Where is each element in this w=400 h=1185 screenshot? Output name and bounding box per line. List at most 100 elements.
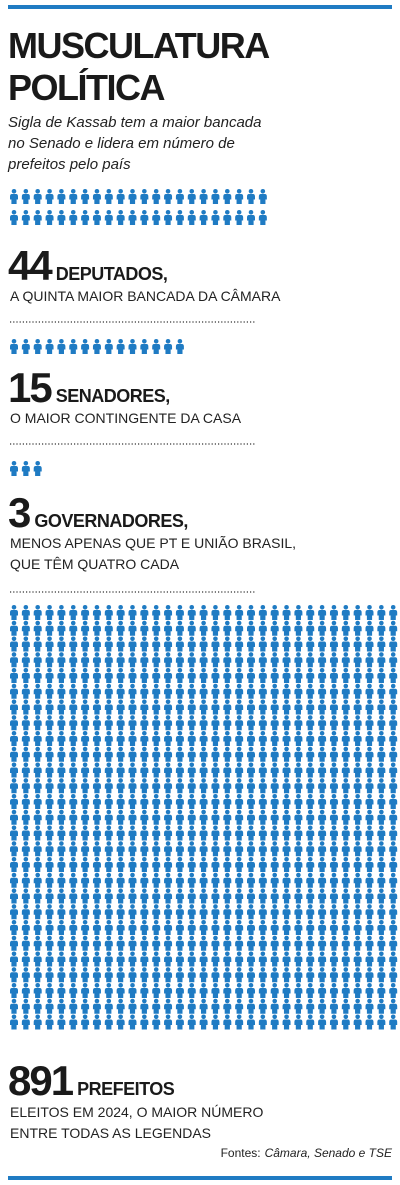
person-icon bbox=[294, 746, 303, 762]
person-icon bbox=[247, 731, 255, 746]
person-icon bbox=[318, 935, 327, 951]
person-icon bbox=[270, 715, 279, 731]
person-icon bbox=[140, 605, 149, 620]
person-icon bbox=[116, 605, 125, 620]
person-icon bbox=[377, 872, 386, 888]
person-icon bbox=[389, 872, 398, 888]
person-icon bbox=[270, 683, 279, 699]
person-icon bbox=[211, 636, 220, 652]
person-icon bbox=[175, 998, 184, 1014]
person-icon bbox=[223, 951, 232, 967]
person-icon bbox=[306, 652, 315, 668]
person-icon bbox=[199, 731, 208, 746]
person-icon bbox=[258, 762, 267, 778]
person-icon bbox=[247, 189, 255, 204]
person-icon bbox=[10, 920, 18, 935]
person-icon bbox=[365, 904, 374, 920]
description-line: ELEITOS EM 2024, O MAIOR NÚMERO bbox=[10, 1104, 263, 1120]
person-icon bbox=[45, 699, 54, 715]
person-icon bbox=[164, 731, 173, 746]
person-icon bbox=[140, 920, 149, 935]
person-icon bbox=[116, 888, 125, 904]
person-icon bbox=[81, 841, 90, 857]
person-icon bbox=[389, 1014, 398, 1030]
person-icon bbox=[140, 636, 149, 652]
person-icon bbox=[353, 904, 362, 920]
person-icon bbox=[353, 888, 362, 904]
person-icon bbox=[247, 746, 255, 762]
person-icon bbox=[389, 857, 398, 872]
person-icon bbox=[377, 1014, 386, 1030]
person-icon bbox=[235, 998, 244, 1014]
person-icon bbox=[353, 715, 362, 731]
person-icon bbox=[329, 778, 338, 794]
person-icon bbox=[377, 841, 386, 857]
person-icon bbox=[81, 605, 90, 620]
person-icon bbox=[211, 652, 220, 668]
person-icon bbox=[187, 809, 196, 825]
person-icon bbox=[223, 210, 232, 225]
person-icon bbox=[341, 762, 350, 778]
person-icon bbox=[270, 778, 279, 794]
person-icon bbox=[57, 605, 66, 620]
person-icon bbox=[164, 935, 173, 951]
person-icon bbox=[282, 951, 291, 967]
person-icon bbox=[164, 809, 173, 825]
person-icon bbox=[140, 857, 149, 872]
title-line: POLÍTICA bbox=[8, 67, 165, 108]
person-icon bbox=[341, 794, 350, 809]
person-icon bbox=[21, 825, 30, 841]
person-icon bbox=[10, 825, 18, 841]
person-icon bbox=[164, 715, 173, 731]
person-icon bbox=[164, 746, 173, 762]
person-icon bbox=[45, 794, 54, 809]
person-icon bbox=[128, 746, 137, 762]
person-icon bbox=[57, 715, 66, 731]
person-icon bbox=[270, 841, 279, 857]
person-icon bbox=[164, 872, 173, 888]
person-icon bbox=[92, 652, 101, 668]
person-icon bbox=[318, 731, 327, 746]
person-icon bbox=[353, 652, 362, 668]
person-icon bbox=[318, 794, 327, 809]
person-icon bbox=[175, 210, 184, 225]
person-icon bbox=[318, 762, 327, 778]
person-icon bbox=[104, 668, 113, 683]
person-icon bbox=[164, 983, 173, 998]
person-icon bbox=[389, 746, 398, 762]
person-icon bbox=[306, 951, 315, 967]
person-icon bbox=[235, 809, 244, 825]
person-icon bbox=[353, 668, 362, 683]
person-icon bbox=[92, 699, 101, 715]
person-icon bbox=[270, 762, 279, 778]
person-icon bbox=[282, 888, 291, 904]
person-icon bbox=[223, 794, 232, 809]
person-icon bbox=[389, 762, 398, 778]
person-icon bbox=[21, 920, 30, 935]
person-icon bbox=[306, 778, 315, 794]
person-icon bbox=[329, 699, 338, 715]
person-icon bbox=[187, 715, 196, 731]
person-icon bbox=[318, 825, 327, 841]
person-icon bbox=[57, 904, 66, 920]
person-icon bbox=[45, 809, 54, 825]
person-icon bbox=[45, 998, 54, 1014]
person-icon bbox=[329, 998, 338, 1014]
person-icon bbox=[318, 904, 327, 920]
person-icon bbox=[164, 825, 173, 841]
person-icon bbox=[258, 809, 267, 825]
person-icon bbox=[45, 841, 54, 857]
person-icon bbox=[365, 920, 374, 935]
person-icon bbox=[104, 935, 113, 951]
person-icon bbox=[306, 920, 315, 935]
person-icon bbox=[247, 872, 255, 888]
person-icon bbox=[353, 746, 362, 762]
person-icon bbox=[353, 620, 362, 636]
person-icon bbox=[353, 683, 362, 699]
person-icon bbox=[235, 683, 244, 699]
person-icon bbox=[128, 715, 137, 731]
person-icon bbox=[33, 715, 42, 731]
person-icon bbox=[318, 967, 327, 983]
person-icon bbox=[57, 746, 66, 762]
